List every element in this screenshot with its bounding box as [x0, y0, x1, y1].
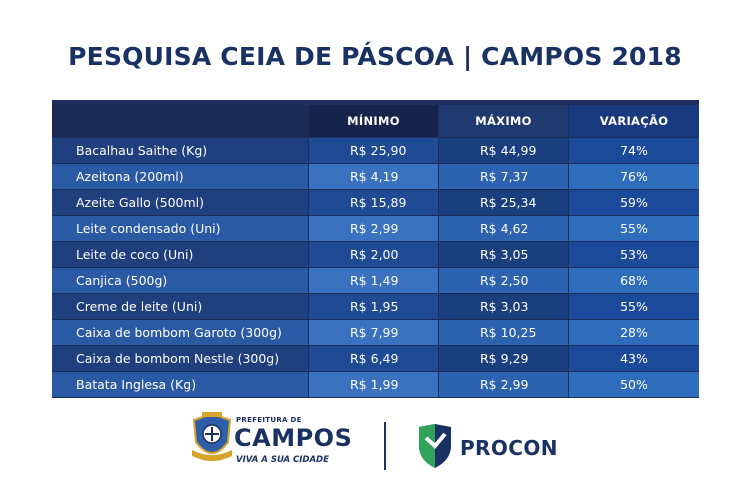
cell-name: Leite de coco (Uni): [52, 242, 308, 268]
cell-max: R$ 2,99: [439, 372, 568, 398]
header-item: [52, 105, 308, 137]
header-minimo: MÍNIMO: [309, 105, 438, 137]
cell-var: 28%: [569, 320, 699, 346]
cell-min: R$ 2,00: [309, 242, 438, 268]
cell-min: R$ 15,89: [309, 190, 438, 216]
cell-var: 76%: [569, 164, 699, 190]
table-row: Caixa de bombom Nestle (300g) R$ 6,49 R$ 9…: [52, 346, 699, 372]
cell-var: 55%: [569, 216, 699, 242]
table-row: Bacalhau Saithe (Kg) R$ 25,90 R$ 44,99 74%: [52, 138, 699, 164]
cell-var: 59%: [569, 190, 699, 216]
cell-max: R$ 9,29: [439, 346, 568, 372]
cell-min: R$ 1,99: [309, 372, 438, 398]
cell-name: Azeitona (200ml): [52, 164, 308, 190]
table-row: Batata Inglesa (Kg) R$ 1,99 R$ 2,99 50%: [52, 372, 699, 398]
campos-small-text: PREFEITURA DE: [236, 416, 302, 424]
procon-text: PROCON: [460, 436, 558, 460]
table-row: Creme de leite (Uni) R$ 1,95 R$ 3,03 55%: [52, 294, 699, 320]
header-variacao: VARIAÇÃO: [569, 105, 699, 137]
footer-divider: [384, 422, 386, 470]
table-header-row: MÍNIMO MÁXIMO VARIAÇÃO: [52, 105, 699, 137]
cell-max: R$ 7,37: [439, 164, 568, 190]
cell-min: R$ 1,49: [309, 268, 438, 294]
cell-name: Caixa de bombom Garoto (300g): [52, 320, 308, 346]
cell-var: 55%: [569, 294, 699, 320]
cell-min: R$ 25,90: [309, 138, 438, 164]
table-row: Caixa de bombom Garoto (300g) R$ 7,99 R$ 1…: [52, 320, 699, 346]
campos-logo: [192, 412, 232, 461]
cell-name: Bacalhau Saithe (Kg): [52, 138, 308, 164]
table-row: Azeite Gallo (500ml) R$ 15,89 R$ 25,34 59%: [52, 190, 699, 216]
cell-var: 53%: [569, 242, 699, 268]
cell-var: 74%: [569, 138, 699, 164]
cell-max: R$ 4,62: [439, 216, 568, 242]
cell-name: Leite condensado (Uni): [52, 216, 308, 242]
cell-max: R$ 44,99: [439, 138, 568, 164]
cell-var: 43%: [569, 346, 699, 372]
cell-min: R$ 6,49: [309, 346, 438, 372]
cell-max: R$ 25,34: [439, 190, 568, 216]
cell-max: R$ 3,05: [439, 242, 568, 268]
table-row: Leite de coco (Uni) R$ 2,00 R$ 3,05 53%: [52, 242, 699, 268]
campos-tagline: VIVA A SUA CIDADE: [236, 455, 329, 465]
table-row: Canjica (500g) R$ 1,49 R$ 2,50 68%: [52, 268, 699, 294]
cell-var: 68%: [569, 268, 699, 294]
cell-min: R$ 1,95: [309, 294, 438, 320]
campos-big-text: CAMPOS: [234, 424, 353, 452]
cell-var: 50%: [569, 372, 699, 398]
page-title: PESQUISA CEIA DE PÁSCOA | CAMPOS 2018: [68, 42, 682, 71]
cell-name: Azeite Gallo (500ml): [52, 190, 308, 216]
price-table: MÍNIMO MÁXIMO VARIAÇÃO Bacalhau Saithe (…: [52, 100, 699, 398]
cell-name: Creme de leite (Uni): [52, 294, 308, 320]
coat-of-arms-icon: [192, 412, 232, 461]
table-row: Azeitona (200ml) R$ 4,19 R$ 7,37 76%: [52, 164, 699, 190]
cell-name: Caixa de bombom Nestle (300g): [52, 346, 308, 372]
cell-min: R$ 7,99: [309, 320, 438, 346]
table-row: Leite condensado (Uni) R$ 2,99 R$ 4,62 55%: [52, 216, 699, 242]
cell-max: R$ 10,25: [439, 320, 568, 346]
procon-shield-icon: [419, 424, 451, 468]
cell-name: Batata Inglesa (Kg): [52, 372, 308, 398]
cell-max: R$ 2,50: [439, 268, 568, 294]
cell-min: R$ 4,19: [309, 164, 438, 190]
cell-name: Canjica (500g): [52, 268, 308, 294]
header-maximo: MÁXIMO: [439, 105, 568, 137]
cell-min: R$ 2,99: [309, 216, 438, 242]
cell-max: R$ 3,03: [439, 294, 568, 320]
